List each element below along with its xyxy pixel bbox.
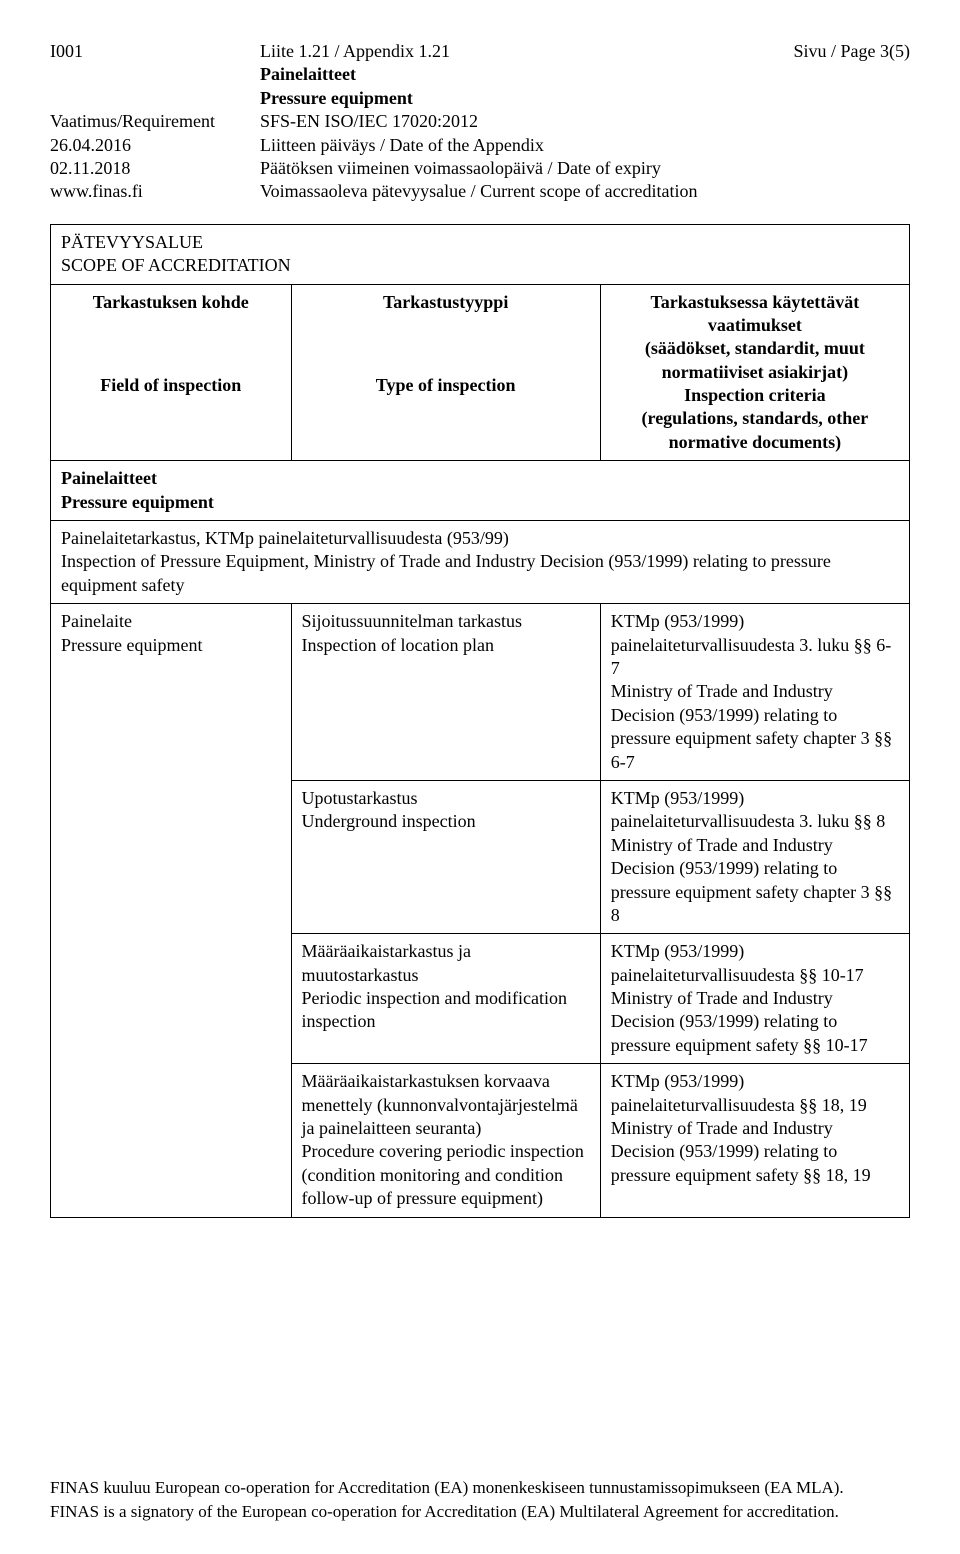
header-expiry-value: Päätöksen viimeinen voimassaolopäivä / D…: [260, 157, 760, 180]
row0-col1: Painelaite Pressure equipment: [51, 604, 292, 1217]
header-date-value: Liitteen päiväys / Date of the Appendix: [260, 134, 760, 157]
col3-header-en: Inspection criteria: [611, 384, 899, 407]
section-label-fi: Painelaitteet: [61, 467, 899, 490]
header-requirement-label: Vaatimus/Requirement: [50, 110, 260, 133]
col2-header-fi: Tarkastustyyppi: [302, 291, 590, 314]
document-header: I001 Liite 1.21 / Appendix 1.21 Sivu / P…: [50, 40, 910, 204]
section-header-cell: Painelaitteet Pressure equipment: [51, 461, 910, 521]
col3-header: Tarkastuksessa käytettävät vaatimukset (…: [600, 284, 909, 461]
row0-col3: KTMp (953/1999) painelaiteturvallisuudes…: [600, 604, 909, 781]
row1-col3: KTMp (953/1999) painelaiteturvallisuudes…: [600, 780, 909, 933]
table-row: Painelaite Pressure equipment Sijoitussu…: [51, 604, 910, 781]
row3-col3: KTMp (953/1999) painelaiteturvallisuudes…: [600, 1064, 909, 1217]
footer: FINAS kuuluu European co-operation for A…: [50, 1476, 910, 1524]
header-subject-en: Pressure equipment: [260, 87, 760, 110]
col3-header-fi: Tarkastuksessa käytettävät vaatimukset: [611, 291, 899, 338]
col2-header: Tarkastustyyppi Type of inspection: [291, 284, 600, 461]
header-site-value: Voimassaoleva pätevyysalue / Current sco…: [260, 180, 760, 203]
header-appendix: Liite 1.21 / Appendix 1.21: [260, 40, 760, 63]
footer-line2: FINAS is a signatory of the European co-…: [50, 1500, 910, 1524]
row0-col1-fi: Painelaite: [61, 610, 281, 633]
table-title-en: SCOPE OF ACCREDITATION: [61, 254, 899, 277]
col1-header: Tarkastuksen kohde Field of inspection: [51, 284, 292, 461]
col3-header-fi2: (säädökset, standardit, muut normatiivis…: [611, 337, 899, 384]
col3-header-en2: (regulations, standards, other normative…: [611, 407, 899, 454]
table-title-fi: PÄTEVYYSALUE: [61, 231, 899, 254]
row2-col2: Määräaikaistarkastus ja muutostarkastus …: [291, 934, 600, 1064]
accreditation-table: PÄTEVYYSALUE SCOPE OF ACCREDITATION Tark…: [50, 224, 910, 1218]
section-label-en: Pressure equipment: [61, 491, 899, 514]
table-title-cell: PÄTEVYYSALUE SCOPE OF ACCREDITATION: [51, 224, 910, 284]
header-site-label: www.finas.fi: [50, 180, 260, 203]
col1-header-en: Field of inspection: [61, 374, 281, 397]
header-requirement-value: SFS-EN ISO/IEC 17020:2012: [260, 110, 760, 133]
row2-col3: KTMp (953/1999) painelaiteturvallisuudes…: [600, 934, 909, 1064]
section-description: Painelaitetarkastus, KTMp painelaiteturv…: [51, 521, 910, 604]
row0-col2: Sijoitussuunnitelman tarkastus Inspectio…: [291, 604, 600, 781]
footer-line1: FINAS kuuluu European co-operation for A…: [50, 1476, 910, 1500]
header-subject-fi: Painelaitteet: [260, 63, 760, 86]
row0-col1-en: Pressure equipment: [61, 634, 281, 657]
col1-header-fi: Tarkastuksen kohde: [61, 291, 281, 314]
header-date-label: 26.04.2016: [50, 134, 260, 157]
row1-col2: Upotustarkastus Underground inspection: [291, 780, 600, 933]
col2-header-en: Type of inspection: [302, 374, 590, 397]
row3-col2: Määräaikaistarkastuksen korvaava menette…: [291, 1064, 600, 1217]
header-page: Sivu / Page 3(5): [760, 40, 910, 63]
header-code: I001: [50, 40, 260, 63]
header-expiry-label: 02.11.2018: [50, 157, 260, 180]
